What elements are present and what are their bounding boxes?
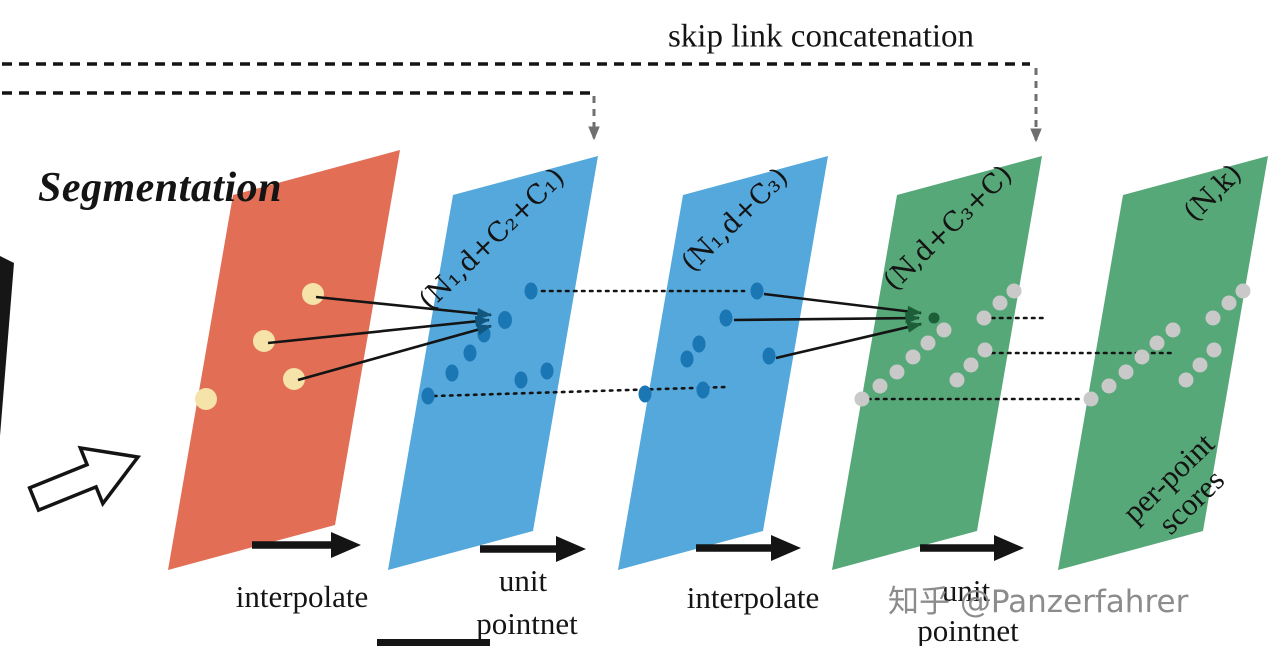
left-edge-fragment (0, 256, 14, 436)
point-dot (1192, 357, 1208, 373)
point-dot (1149, 335, 1165, 351)
step-arrow-interpolate-1 (252, 532, 361, 558)
interpolation-arrows-2 (733, 292, 923, 360)
step-arrow-unit-pointnet-2 (920, 535, 1024, 561)
point-dot (854, 391, 870, 407)
point-dot (1235, 283, 1251, 299)
point-dot (514, 371, 528, 389)
unit-pointnet-label-2-line2: pointnet (917, 613, 1019, 646)
feature-plane-green-1 (832, 156, 1042, 570)
point-dot (195, 388, 217, 410)
output-plane-green-2 (1058, 156, 1268, 570)
point-dot (463, 344, 477, 362)
interpolation-arrows-1 (267, 295, 493, 382)
point-dot (540, 362, 554, 380)
point-dot (1083, 391, 1099, 407)
input-plane-red (168, 150, 400, 570)
unit-pointnet-label-2-line1: unit (941, 573, 991, 608)
interpolation-arrow (267, 315, 491, 345)
point-dot (1221, 295, 1237, 311)
flow-direction-arrow (27, 445, 142, 513)
point-dot (1178, 372, 1194, 388)
point-dot (750, 282, 764, 300)
point-dot (976, 310, 992, 326)
point-dot (1006, 283, 1022, 299)
point-dot (638, 385, 652, 403)
interpolation-arrow (733, 312, 921, 324)
point-dot (905, 349, 921, 365)
skip-links (2, 62, 1042, 143)
point-dot (992, 295, 1008, 311)
unit-pointnet-label-1-line1: unit (498, 563, 548, 598)
point-dot (302, 283, 324, 305)
point-dot (680, 350, 694, 368)
interpolation-arrow (297, 324, 493, 382)
interpolation-arrow (315, 295, 493, 320)
green-plane-1-points (854, 283, 1022, 407)
point-dot (283, 368, 305, 390)
point-dot (936, 322, 952, 338)
point-dot (949, 372, 965, 388)
bottom-edge-fragment (377, 639, 490, 646)
segmentation-title: Segmentation (37, 165, 283, 211)
point-dot (1205, 310, 1221, 326)
point-dot (524, 282, 538, 300)
step-arrow-interpolate-2 (696, 535, 801, 561)
skip-link-concatenation-label: skip link concatenation (667, 18, 975, 55)
interpolate-label-2: interpolate (686, 580, 820, 615)
point-dot (1134, 349, 1150, 365)
unit-pointnet-label-1-line2: pointnet (476, 606, 578, 641)
point-dot (696, 381, 710, 399)
red-plane-points (195, 283, 324, 410)
point-dot (692, 335, 706, 353)
interpolation-target-dot (928, 312, 940, 324)
point-dot (963, 357, 979, 373)
point-dot (920, 335, 936, 351)
point-dot (1206, 342, 1222, 358)
watermark: 知乎 @Panzerfahrer (888, 584, 1189, 620)
interpolation-arrow (775, 321, 923, 360)
step-arrow-unit-pointnet-1 (480, 536, 586, 562)
dotted-link-line (432, 385, 728, 398)
dotted-links (432, 289, 1174, 401)
point-dot (1118, 364, 1134, 380)
point-dot (977, 342, 993, 358)
point-dot (719, 309, 733, 327)
point-dot (253, 330, 275, 352)
point-dot (872, 378, 888, 394)
point-dot (498, 311, 512, 329)
step-arrows (252, 532, 1024, 562)
feature-plane-blue-2 (618, 156, 828, 570)
interpolate-label-1: interpolate (235, 579, 369, 614)
interpolation-arrow (763, 292, 923, 317)
point-dot (762, 347, 776, 365)
feature-plane-blue-1 (388, 156, 598, 570)
point-dot (1165, 322, 1181, 338)
blue-plane-2-points (638, 282, 776, 403)
green-plane-2-points (1083, 283, 1251, 407)
point-dot (889, 364, 905, 380)
point-dot (421, 387, 435, 405)
point-dot (445, 364, 459, 382)
point-dot (1101, 378, 1117, 394)
